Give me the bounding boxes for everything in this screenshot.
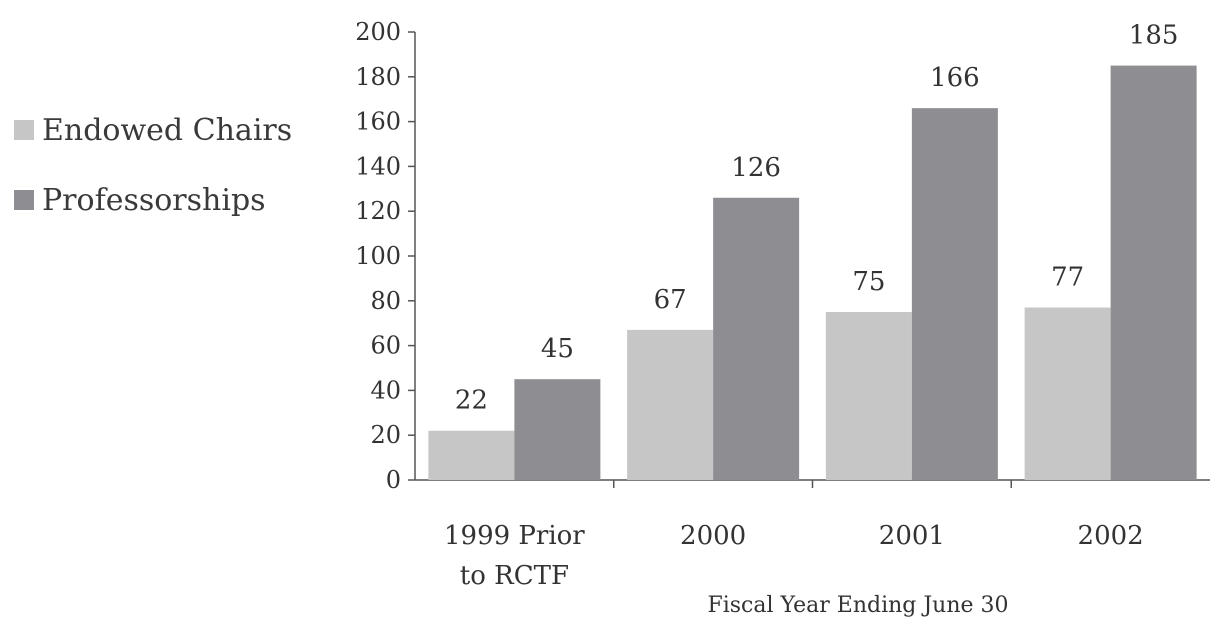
value-labels: 22 45 67 126 75 166 77 185 [455, 21, 1179, 416]
y-tick-label: 120 [355, 197, 401, 225]
x-tick-label: to RCTF [460, 561, 569, 591]
data-label: 22 [455, 386, 488, 416]
legend: Endowed Chairs Professorships [14, 112, 292, 252]
y-tick-label: 140 [355, 152, 401, 180]
bars [428, 65, 1197, 480]
y-tick-label: 40 [370, 376, 401, 404]
y-tick-label: 20 [370, 421, 401, 449]
legend-item-endowed-chairs: Endowed Chairs [14, 112, 292, 148]
data-label: 185 [1129, 21, 1179, 51]
x-tick-label: 1999 Prior [444, 521, 585, 551]
bar [825, 312, 912, 480]
data-label: 166 [930, 63, 980, 93]
y-tick-label: 200 [355, 18, 401, 46]
y-tick-label: 60 [370, 332, 401, 360]
legend-item-professorships: Professorships [14, 182, 292, 218]
bar [514, 379, 601, 480]
legend-swatch-professorships [14, 190, 34, 210]
x-axis-label: Fiscal Year Ending June 30 [707, 593, 1008, 618]
x-axis: 1999 Prior to RCTF 2000 2001 2002 [415, 479, 1210, 591]
data-label: 75 [852, 267, 885, 297]
y-tick-label: 80 [370, 287, 401, 315]
y-axis: 0 20 40 60 80 100 120 140 160 180 200 [355, 18, 416, 494]
bar [1024, 307, 1111, 480]
legend-swatch-endowed-chairs [14, 120, 34, 140]
legend-label-professorships: Professorships [42, 182, 266, 218]
y-tick-label: 180 [355, 63, 401, 91]
y-tick-label: 100 [355, 242, 401, 270]
data-label: 77 [1051, 263, 1084, 293]
y-tick-label: 160 [355, 108, 401, 136]
x-tick-label: 2001 [879, 521, 945, 551]
x-tick-label: 2000 [680, 521, 746, 551]
bar [1110, 65, 1197, 480]
legend-label-endowed-chairs: Endowed Chairs [42, 112, 293, 148]
data-label: 126 [731, 153, 781, 183]
data-label: 45 [541, 334, 574, 364]
data-label: 67 [654, 285, 687, 315]
x-tick-label: 2002 [1078, 521, 1144, 551]
bar [627, 329, 714, 480]
bar [911, 108, 998, 480]
bar [713, 197, 800, 480]
y-tick-label: 0 [386, 466, 401, 494]
bar [428, 430, 515, 480]
